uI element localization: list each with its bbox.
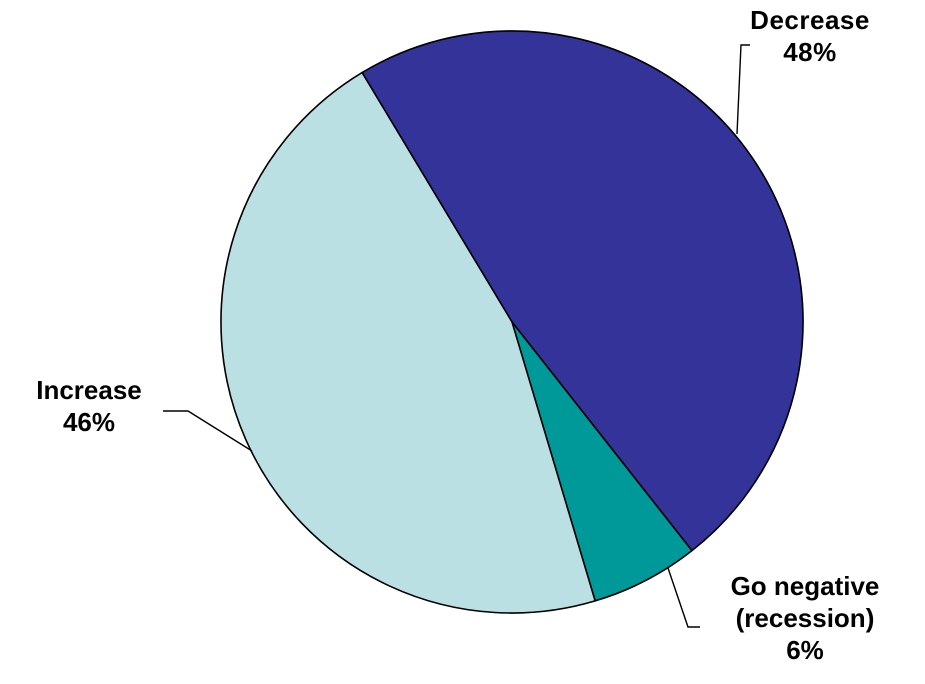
data-label-decrease: Decrease 48%: [700, 4, 920, 68]
pie-slice-increase: [220, 71, 596, 614]
slice-name-increase: Increase: [36, 375, 142, 405]
data-label-go-negative: Go negative (recession) 6%: [700, 570, 910, 666]
data-label-increase: Increase 46%: [0, 374, 178, 438]
leader-line-go-negative: [667, 567, 700, 628]
pie-slice-decrease: [361, 30, 804, 552]
slice-percent-go-negative: 6%: [786, 635, 824, 665]
slice-name-go-negative-line2: (recession): [735, 603, 875, 633]
slice-name-decrease: Decrease: [750, 5, 870, 35]
slice-name-go-negative-line1: Go negative: [730, 571, 880, 601]
leader-line-increase: [163, 410, 253, 452]
slice-percent-decrease: 48%: [783, 37, 837, 67]
slice-percent-increase: 46%: [62, 407, 116, 437]
leader-line-decrease: [736, 44, 750, 135]
